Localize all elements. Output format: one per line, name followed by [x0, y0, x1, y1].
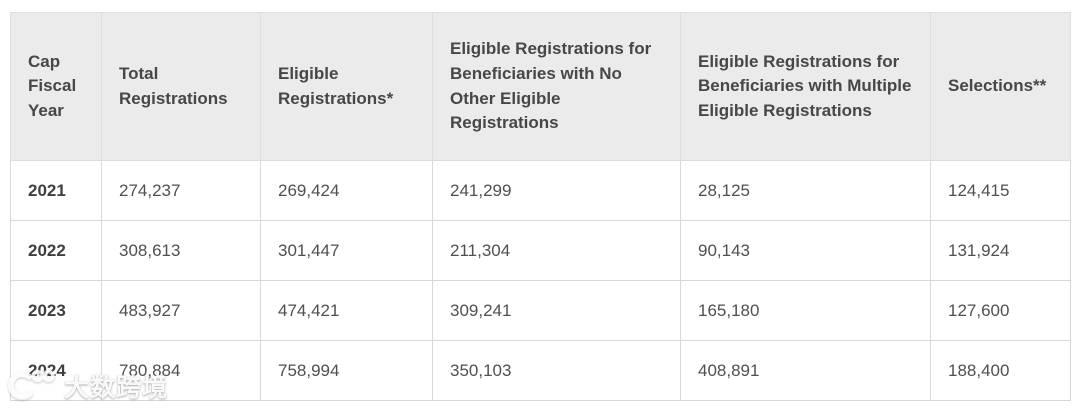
eligible-registrations-cell: 758,994 — [260, 340, 433, 401]
eligible-multiple-cell: 165,180 — [680, 280, 931, 341]
col-header-total-registrations: Total Registrations — [101, 12, 261, 161]
total-registrations-cell: 308,613 — [101, 220, 261, 281]
col-header-cap-fiscal-year: Cap Fiscal Year — [10, 12, 102, 161]
eligible-registrations-cell: 474,421 — [260, 280, 433, 341]
header-row: Cap Fiscal Year Total Registrations Elig… — [10, 12, 1071, 161]
total-registrations-cell: 780,884 — [101, 340, 261, 401]
eligible-registrations-cell: 269,424 — [260, 160, 433, 221]
table-row-2023: 2023 483,927 474,421 309,241 165,180 127… — [10, 280, 1071, 341]
table-row-2024: 2024 780,884 758,994 350,103 408,891 188… — [10, 340, 1071, 401]
eligible-no-other-cell: 241,299 — [432, 160, 681, 221]
eligible-multiple-cell: 28,125 — [680, 160, 931, 221]
selections-cell: 127,600 — [930, 280, 1071, 341]
table-row-2021: 2021 274,237 269,424 241,299 28,125 124,… — [10, 160, 1071, 221]
table-header: Cap Fiscal Year Total Registrations Elig… — [10, 12, 1071, 161]
eligible-registrations-cell: 301,447 — [260, 220, 433, 281]
total-registrations-cell: 274,237 — [101, 160, 261, 221]
eligible-no-other-cell: 309,241 — [432, 280, 681, 341]
selections-cell: 131,924 — [930, 220, 1071, 281]
eligible-multiple-cell: 90,143 — [680, 220, 931, 281]
year-cell: 2021 — [10, 160, 102, 221]
eligible-no-other-cell: 350,103 — [432, 340, 681, 401]
selections-cell: 124,415 — [930, 160, 1071, 221]
table-row-2022: 2022 308,613 301,447 211,304 90,143 131,… — [10, 220, 1071, 281]
selections-cell: 188,400 — [930, 340, 1071, 401]
col-header-eligible-no-other: Eligible Registrations for Beneficiaries… — [432, 12, 681, 161]
year-cell: 2023 — [10, 280, 102, 341]
eligible-multiple-cell: 408,891 — [680, 340, 931, 401]
col-header-eligible-multiple: Eligible Registrations for Beneficiaries… — [680, 12, 931, 161]
year-cell: 2024 — [10, 340, 102, 401]
eligible-no-other-cell: 211,304 — [432, 220, 681, 281]
h1b-cap-registrations-table: Cap Fiscal Year Total Registrations Elig… — [10, 12, 1071, 401]
year-cell: 2022 — [10, 220, 102, 281]
col-header-selections: Selections** — [930, 12, 1071, 161]
table-body: 2021 274,237 269,424 241,299 28,125 124,… — [10, 160, 1071, 401]
col-header-eligible-registrations: Eligible Registrations* — [260, 12, 433, 161]
total-registrations-cell: 483,927 — [101, 280, 261, 341]
